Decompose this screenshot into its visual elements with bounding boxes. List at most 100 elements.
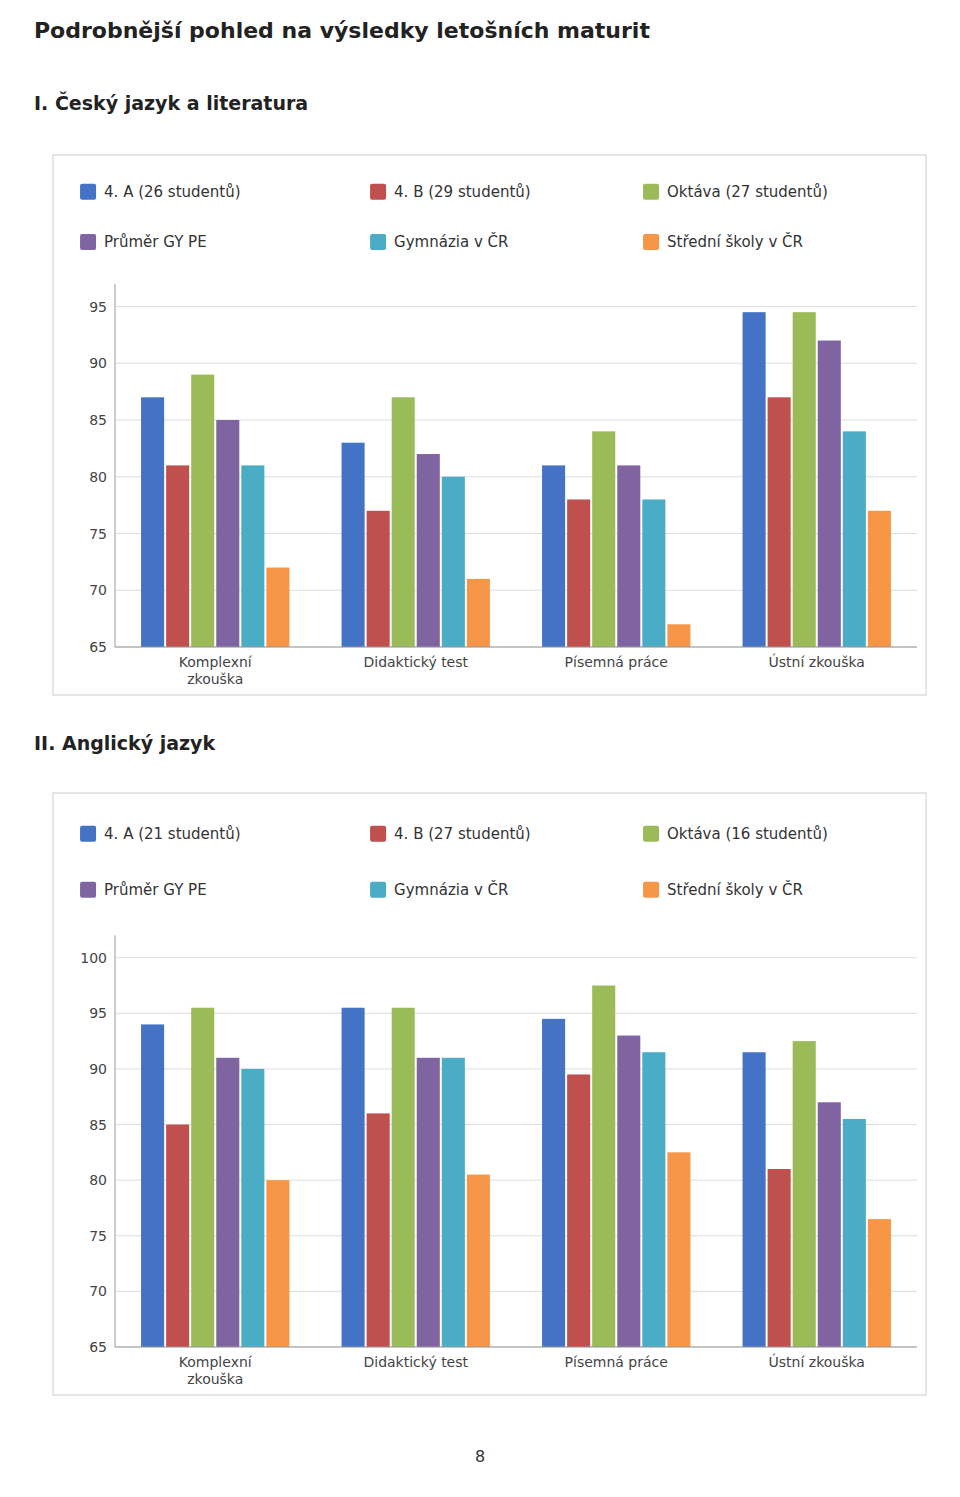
legend-label: Oktáva (16 studentů): [667, 825, 828, 843]
legend-swatch: [370, 882, 386, 898]
bar: [642, 1052, 665, 1347]
bar: [216, 420, 239, 647]
bar: [843, 431, 866, 647]
page: Podrobnější pohled na výsledky letošních…: [0, 0, 960, 1497]
bar: [542, 465, 565, 647]
legend-label: 4. A (26 studentů): [104, 183, 241, 201]
x-tick-line: zkouška: [187, 1371, 243, 1387]
legend-swatch: [370, 184, 386, 200]
bar: [768, 1169, 791, 1347]
bar: [592, 431, 615, 647]
legend-swatch: [370, 234, 386, 250]
grid-line: [115, 957, 917, 958]
x-tick-line: Ústní zkouška: [769, 1353, 865, 1370]
bar: [793, 1041, 816, 1347]
x-axis-line: [115, 647, 917, 648]
bar: [141, 397, 164, 647]
bar: [367, 511, 390, 647]
main-title: Podrobnější pohled na výsledky letošních…: [34, 18, 650, 43]
bar: [542, 1019, 565, 1347]
x-axis: Komplexnízkouška Didaktický test Písemná p…: [115, 647, 917, 687]
bar: [191, 375, 214, 647]
legend-label: 4. B (29 studentů): [394, 183, 531, 201]
bar: [266, 1180, 289, 1347]
y-tick-label: 65: [89, 1339, 107, 1355]
chart-section: II. Anglický jazyk4. A (21 studentů)4. B…: [34, 732, 926, 1497]
bar: [567, 1074, 590, 1347]
x-tick-label: Komplexnízkouška: [179, 1354, 253, 1387]
x-tick-line: Komplexní: [179, 654, 253, 670]
legend-swatch: [80, 184, 96, 200]
x-tick-line: Komplexní: [179, 1354, 253, 1370]
y-tick-label: 80: [89, 1172, 107, 1188]
bar: [216, 1058, 239, 1347]
bar: [442, 1058, 465, 1347]
y-tick-label: 90: [89, 355, 107, 371]
bars: [141, 312, 891, 647]
x-tick-label: Písemná práce: [565, 1354, 668, 1370]
legend-swatch: [643, 234, 659, 250]
bar: [417, 1058, 440, 1347]
y-tick-label: 70: [89, 582, 107, 598]
grid-line: [115, 1347, 917, 1348]
bar: [467, 1175, 490, 1347]
legend-label: Střední školy v ČR: [667, 232, 803, 251]
x-axis-line: [115, 1347, 917, 1348]
bar: [266, 568, 289, 647]
legend-label: Průměr GY PE: [104, 233, 207, 251]
bar: [166, 1125, 189, 1347]
legend-label: Gymnázia v ČR: [394, 232, 508, 251]
x-tick-label: Komplexnízkouška: [179, 654, 253, 687]
y-tick-label: 95: [89, 299, 107, 315]
bar: [392, 1008, 415, 1347]
bar: [617, 465, 640, 647]
x-tick-line: Didaktický test: [363, 1354, 468, 1370]
y-tick-label: 85: [89, 412, 107, 428]
bar: [592, 985, 615, 1347]
legend-swatch: [80, 882, 96, 898]
x-tick-label: Didaktický test: [363, 1354, 468, 1370]
bar: [367, 1113, 390, 1347]
bar: [768, 397, 791, 647]
bar: [868, 511, 891, 647]
y-tick-label: 65: [89, 639, 107, 655]
x-axis: Komplexnízkouška Didaktický test Písemná p…: [115, 1347, 917, 1387]
legend: 4. A (26 studentů) 4. B (29 studentů) Oktá…: [80, 183, 828, 251]
legend-swatch: [80, 234, 96, 250]
bar: [141, 1024, 164, 1347]
y-tick-label: 85: [89, 1117, 107, 1133]
bar: [667, 624, 690, 647]
y-axis-line: [115, 284, 116, 647]
legend-swatch: [643, 882, 659, 898]
bar: [818, 1102, 841, 1347]
bar: [392, 397, 415, 647]
legend-label: Průměr GY PE: [104, 881, 207, 899]
x-tick-label: Didaktický test: [363, 654, 468, 670]
y-tick-label: 75: [89, 526, 107, 542]
legend-label: Gymnázia v ČR: [394, 880, 508, 899]
legend-swatch: [643, 184, 659, 200]
x-tick-label: Písemná práce: [565, 654, 668, 670]
x-tick-line: Ústní zkouška: [769, 653, 865, 670]
legend-label: 4. A (21 studentů): [104, 825, 241, 843]
x-tick-line: zkouška: [187, 671, 243, 687]
legend-swatch: [643, 826, 659, 842]
bar: [342, 1008, 365, 1347]
bar: [342, 443, 365, 647]
bar: [617, 1036, 640, 1347]
legend-label: Střední školy v ČR: [667, 880, 803, 899]
y-tick-label: 90: [89, 1061, 107, 1077]
section-title: I. Český jazyk a literatura: [34, 91, 308, 114]
y-tick-label: 100: [80, 950, 107, 966]
grid-line: [115, 306, 917, 307]
legend-label: Oktáva (27 studentů): [667, 183, 828, 201]
bar: [467, 579, 490, 647]
y-tick-label: 95: [89, 1005, 107, 1021]
x-tick-line: Písemná práce: [565, 1354, 668, 1370]
x-tick-line: Písemná práce: [565, 654, 668, 670]
legend-swatch: [80, 826, 96, 842]
legend-swatch: [370, 826, 386, 842]
bar: [642, 499, 665, 647]
page-number: 8: [475, 1447, 485, 1466]
x-tick-label: Ústní zkouška: [769, 1353, 865, 1370]
